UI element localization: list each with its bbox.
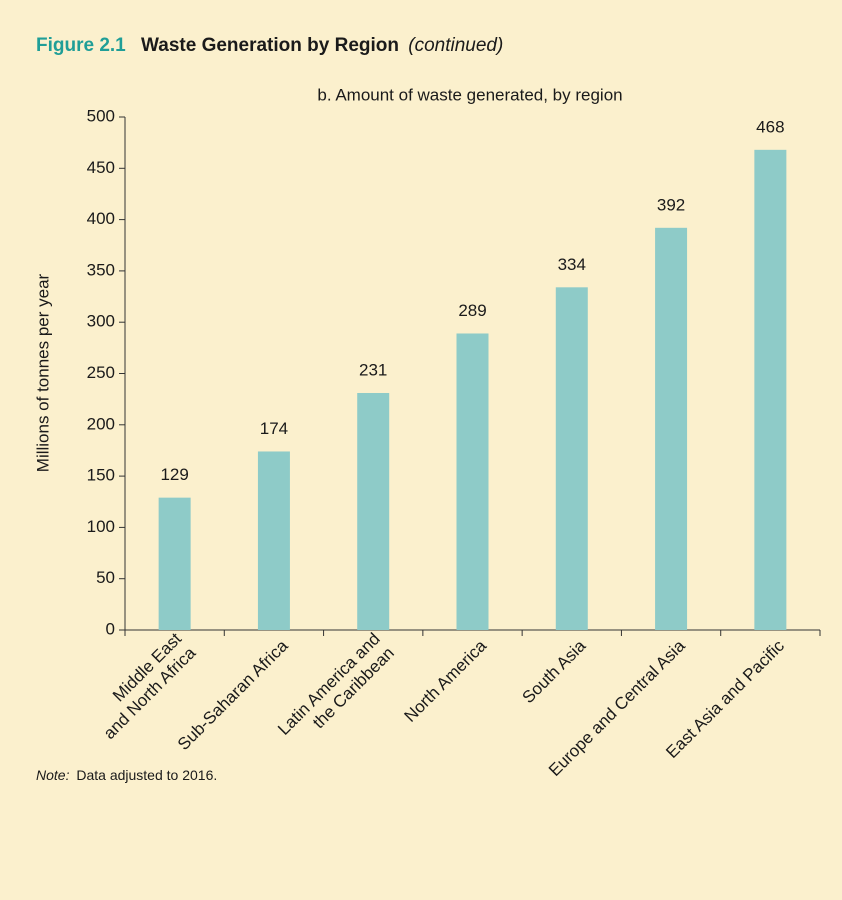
y-tick-label: 150: [87, 466, 115, 485]
note-label: Note:: [36, 767, 70, 783]
chart-subtitle: b. Amount of waste generated, by region: [317, 85, 622, 104]
bar: [456, 333, 489, 630]
bar: [357, 392, 390, 630]
y-tick-label: 500: [87, 106, 115, 125]
value-label: 231: [359, 360, 387, 379]
value-label: 174: [260, 419, 288, 438]
y-tick-label: 350: [87, 260, 115, 279]
y-tick-label: 50: [96, 568, 115, 587]
bar: [158, 497, 191, 630]
chart-title: Waste Generation by Region: [141, 35, 399, 56]
value-label: 392: [657, 195, 685, 214]
value-label: 129: [160, 465, 188, 484]
figure-number: Figure 2.1: [36, 35, 126, 56]
note-text: Data adjusted to 2016.: [76, 767, 217, 783]
bar: [555, 287, 588, 630]
y-tick-label: 300: [87, 312, 115, 331]
y-axis-label: Millions of tonnes per year: [33, 273, 52, 472]
y-tick-label: 100: [87, 517, 115, 536]
bar: [754, 149, 787, 630]
y-tick-label: 200: [87, 414, 115, 433]
figure-heading: Figure 2.1 Waste Generation by Region (c…: [36, 35, 503, 56]
value-label: 334: [558, 255, 586, 274]
y-tick-label: 250: [87, 363, 115, 382]
bar: [655, 227, 688, 631]
bar: [257, 451, 290, 630]
y-tick-label: 400: [87, 209, 115, 228]
note: Note: Data adjusted to 2016.: [36, 767, 217, 783]
value-label: 468: [756, 117, 784, 136]
value-label: 289: [458, 301, 486, 320]
title-suffix: (continued): [408, 35, 503, 56]
y-tick-label: 450: [87, 158, 115, 177]
y-tick-label: 0: [106, 619, 115, 638]
